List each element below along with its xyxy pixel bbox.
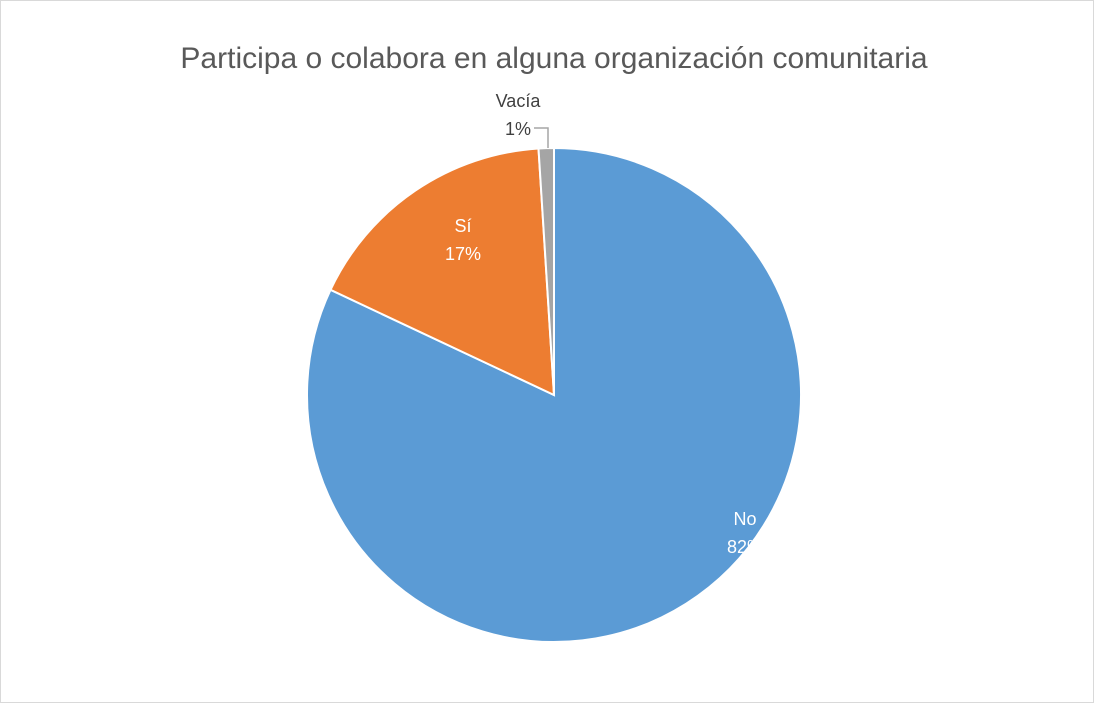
slice-category-label: No — [733, 509, 756, 529]
leader-line — [534, 127, 549, 148]
pie-slice — [329, 147, 556, 397]
slice-value-label: 1% — [505, 119, 531, 139]
slice-category-label: Sí — [454, 216, 471, 236]
slice-value-label: 17% — [445, 244, 481, 264]
slice-value-label: 82% — [727, 537, 763, 557]
slice-category-label: Vacía — [496, 91, 542, 111]
pie-slice — [537, 146, 555, 396]
chart-title: Participa o colabora en alguna organizac… — [180, 42, 927, 75]
